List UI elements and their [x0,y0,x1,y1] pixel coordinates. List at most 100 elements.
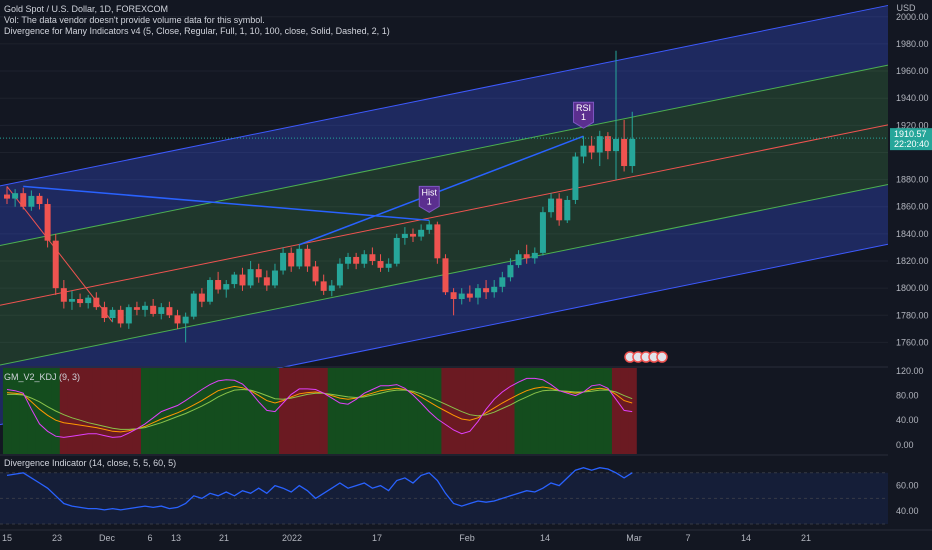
candle-body [109,309,116,319]
candle [320,274,327,295]
kdj-band [19,368,28,454]
price-tick: 1920.00 [896,120,929,130]
rsi-marker-shape [573,101,595,129]
candle-body [499,277,506,287]
candle [361,250,368,268]
kdj-band [262,368,272,454]
kdj-band [205,368,215,454]
divergence-indicator-title[interactable]: Divergence for Many Indicators v4 (5, Cl… [4,26,390,36]
time-tick: 7 [685,533,690,543]
candle [369,247,376,266]
kdj-band [620,368,629,454]
candle [466,285,473,302]
candle [150,299,157,317]
candle-body [515,254,522,266]
kdj-band [376,368,386,454]
candle [336,258,343,289]
kdj-band [11,368,20,454]
kdj-band [611,368,621,454]
candle-body [190,293,197,317]
candle-body [572,156,579,200]
kdj-band [327,368,337,454]
kdj-pane-title[interactable]: GM_V2_KDJ (9, 3) [4,372,81,382]
kdj-band [279,368,288,454]
kdj-tick: 120.00 [896,366,924,376]
candle-body [426,224,433,230]
divergence-pane-title[interactable]: Divergence Indicator (14, close, 5, 5, 6… [4,458,177,468]
kdj-band [132,368,142,454]
candle-body [458,293,465,300]
kdj-band [100,368,109,454]
time-tick: Dec [99,533,116,543]
candle [312,261,319,286]
candle-body [20,193,27,207]
kdj-band [165,368,174,454]
candle-body [44,204,51,241]
candle-body [85,297,92,304]
candle [223,280,230,298]
candle-body [336,263,343,286]
candle [125,304,132,329]
candle [239,267,246,291]
candle-body [77,299,84,304]
candle [539,206,546,256]
kdj-band [449,368,459,454]
candle [255,263,262,283]
kdj-band [230,368,239,454]
candle [629,111,636,173]
candle-body [207,280,213,302]
time-tick: 17 [372,533,382,543]
candle [36,193,43,210]
kdj-band [579,368,589,454]
regression-channel [0,4,889,426]
price-tick: 1860.00 [896,202,929,212]
candle-body [182,316,189,324]
candle-body [320,281,327,291]
rsi-line [6,467,633,511]
price-tick: 1760.00 [896,337,929,347]
kdj-band [352,368,361,454]
candle-body [556,198,563,221]
price-tick: 1940.00 [896,93,929,103]
candle [166,301,173,319]
candle [215,271,222,294]
candle-body [466,293,473,298]
candle-body [28,195,35,207]
last-price-value: 1910.57 [894,129,927,139]
time-tick: 15 [2,533,12,543]
economic-events-icons [624,351,668,363]
candle-body [239,274,246,286]
kdj-band [343,368,353,454]
candle [190,290,197,320]
symbol-title[interactable]: Gold Spot / U.S. Dollar, 1D, FOREXCOM [4,4,169,14]
channel-center-line [0,124,889,306]
candle-body [288,252,295,267]
candle [596,130,603,167]
kdj-tick: 0.00 [896,440,914,450]
kdj-band [400,368,410,454]
candle [231,271,238,289]
candle-body [12,193,19,199]
candles [4,50,636,343]
candle [345,252,352,270]
kdj-band [555,368,564,454]
kdj-band [563,368,572,454]
hist-marker-shape [418,185,440,213]
kdj-band [108,368,118,454]
kdj-k-line [6,385,633,433]
kdj-band [571,368,580,454]
candle [328,280,335,297]
candle [483,280,490,300]
candle [442,254,449,295]
candle [117,305,124,328]
candle [621,119,628,172]
time-tick: 14 [741,533,751,543]
candle [52,233,59,295]
candle [401,227,408,245]
kdj-band [498,368,507,454]
time-tick: 21 [801,533,811,543]
candle-body [491,286,498,293]
